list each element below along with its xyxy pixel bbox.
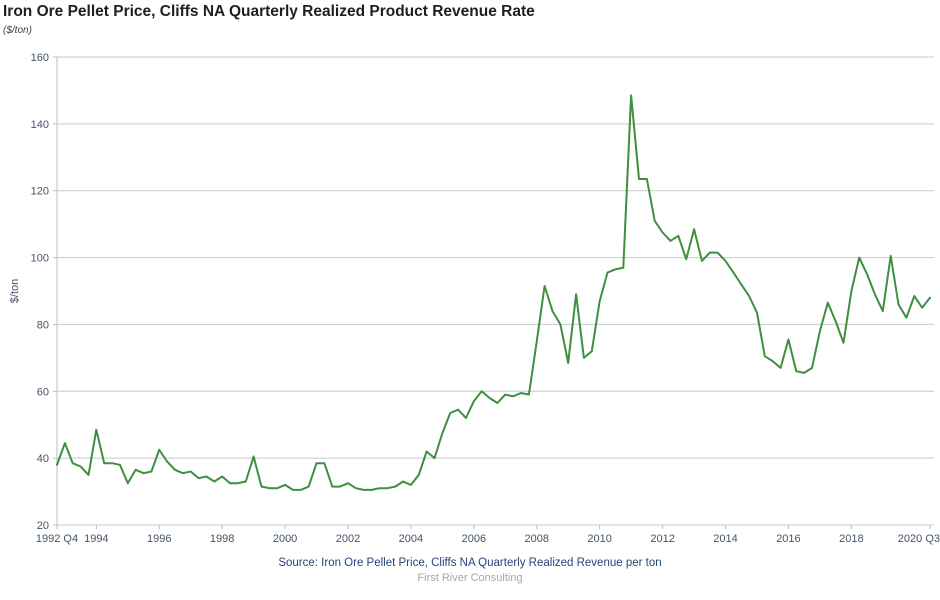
x-tick-label: 2012	[650, 533, 674, 545]
x-tick-label: 2020 Q3	[898, 533, 940, 545]
y-tick-label: 140	[31, 119, 49, 131]
y-tick-label: 100	[31, 253, 49, 265]
x-tick-label: 1998	[210, 533, 234, 545]
y-tick-label: 40	[37, 453, 49, 465]
x-tick-label: 1996	[147, 533, 171, 545]
x-tick-label: 2006	[462, 533, 486, 545]
chart-subtitle: ($/ton)	[3, 25, 32, 36]
price-line	[56, 94, 931, 491]
y-tick-label: 160	[31, 52, 49, 64]
x-tick-label: 1992 Q4	[36, 533, 78, 545]
y-tick-label: 60	[37, 386, 49, 398]
x-tick-label: 1994	[84, 533, 108, 545]
y-tick-label: 80	[37, 319, 49, 331]
x-tick-label: 2018	[839, 533, 863, 545]
source-caption: Source: Iron Ore Pellet Price, Cliffs NA…	[278, 557, 662, 569]
x-tick-label: 2000	[273, 533, 297, 545]
x-tick-label: 2014	[713, 533, 737, 545]
x-tick-label: 2008	[525, 533, 549, 545]
y-tick-label: 20	[37, 520, 49, 532]
y-tick-label: 120	[31, 186, 49, 198]
x-tick-label: 2016	[776, 533, 800, 545]
x-tick-label: 2010	[587, 533, 611, 545]
y-axis-title: $/ton	[9, 279, 21, 303]
chart-title: Iron Ore Pellet Price, Cliffs NA Quarter…	[3, 3, 535, 20]
x-tick-label: 2004	[399, 533, 423, 545]
x-tick-label: 2002	[336, 533, 360, 545]
consultancy-caption: First River Consulting	[417, 572, 523, 584]
